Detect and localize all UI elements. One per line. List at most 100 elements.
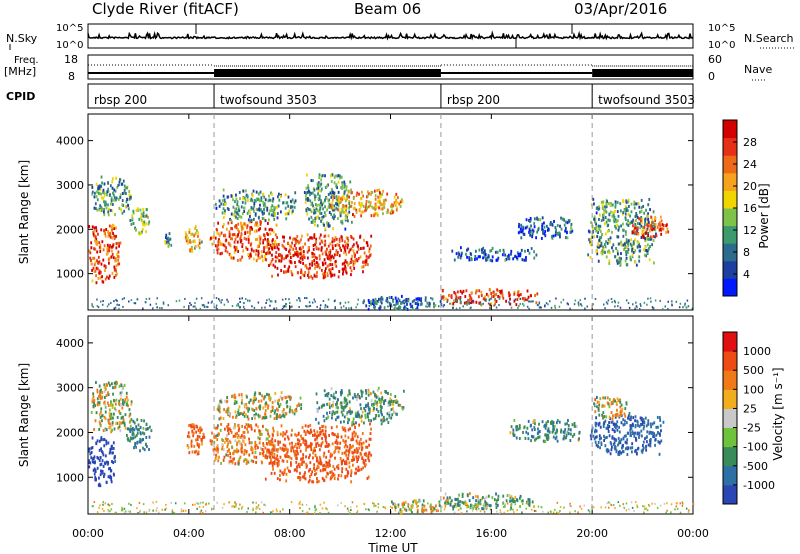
- data-pixel: [276, 414, 278, 418]
- data-pixel: [241, 398, 243, 402]
- data-pixel: [386, 208, 389, 212]
- data-pixel: [196, 434, 199, 438]
- data-pixel: [214, 202, 217, 206]
- data-pixel: [118, 402, 120, 406]
- data-pixel: [331, 273, 334, 277]
- data-pixel: [399, 305, 402, 308]
- data-pixel: [193, 424, 196, 428]
- data-pixel: [216, 438, 219, 442]
- data-pixel: [186, 434, 189, 438]
- data-pixel: [240, 215, 243, 219]
- power-ytick-label: 2000: [56, 223, 84, 236]
- data-pixel: [592, 303, 594, 306]
- data-pixel: [494, 250, 497, 254]
- data-pixel: [115, 398, 118, 402]
- data-pixel: [401, 407, 404, 411]
- data-pixel: [121, 390, 123, 394]
- data-pixel: [301, 425, 304, 429]
- data-pixel: [611, 301, 613, 304]
- data-pixel: [360, 448, 363, 452]
- data-pixel: [359, 255, 362, 259]
- data-pixel: [333, 473, 336, 477]
- data-pixel: [636, 226, 639, 230]
- data-pixel: [259, 433, 262, 437]
- data-pixel: [236, 247, 238, 251]
- data-pixel: [600, 200, 603, 204]
- data-pixel: [274, 213, 276, 217]
- data-pixel: [287, 437, 290, 441]
- data-pixel: [346, 215, 348, 219]
- data-pixel: [338, 243, 341, 247]
- data-pixel: [318, 257, 321, 261]
- data-pixel: [616, 261, 619, 265]
- data-pixel: [406, 307, 409, 311]
- data-pixel: [591, 428, 593, 432]
- data-pixel: [100, 436, 103, 440]
- data-pixel: [420, 299, 423, 303]
- data-pixel: [313, 467, 315, 471]
- data-pixel: [605, 448, 608, 452]
- data-pixel: [637, 446, 640, 450]
- data-pixel: [383, 198, 386, 202]
- data-pixel: [125, 403, 128, 407]
- data-pixel: [648, 237, 650, 241]
- data-pixel: [353, 206, 356, 210]
- data-pixel: [128, 414, 131, 418]
- data-pixel: [334, 441, 337, 445]
- data-pixel: [112, 441, 115, 445]
- data-pixel: [116, 415, 119, 419]
- data-pixel: [272, 246, 275, 250]
- data-pixel: [374, 399, 377, 403]
- data-pixel: [280, 257, 283, 261]
- data-pixel: [118, 425, 121, 429]
- data-pixel: [649, 444, 652, 448]
- data-pixel: [270, 259, 273, 263]
- data-pixel: [125, 433, 128, 437]
- data-pixel: [228, 427, 231, 431]
- data-pixel: [607, 299, 610, 302]
- data-pixel: [252, 401, 255, 405]
- data-pixel: [108, 247, 111, 251]
- data-pixel: [595, 443, 598, 447]
- data-pixel: [103, 444, 106, 448]
- data-pixel: [380, 411, 383, 415]
- data-pixel: [110, 476, 113, 480]
- data-pixel: [627, 200, 630, 204]
- data-pixel: [348, 418, 351, 422]
- data-pixel: [91, 436, 94, 440]
- data-pixel: [127, 207, 130, 211]
- data-pixel: [348, 210, 351, 214]
- data-pixel: [247, 417, 250, 421]
- data-pixel: [597, 259, 600, 263]
- data-pixel: [643, 248, 645, 252]
- data-pixel: [481, 248, 483, 252]
- data-pixel: [214, 458, 217, 462]
- data-pixel: [257, 253, 260, 257]
- data-pixel: [402, 302, 404, 305]
- data-pixel: [599, 244, 601, 248]
- data-pixel: [369, 437, 372, 441]
- data-pixel: [108, 412, 111, 416]
- data-pixel: [396, 307, 399, 311]
- data-pixel: [395, 208, 398, 212]
- data-pixel: [360, 190, 363, 194]
- data-pixel: [295, 250, 298, 254]
- data-pixel: [115, 298, 117, 301]
- data-pixel: [236, 211, 239, 215]
- data-pixel: [222, 416, 225, 420]
- data-pixel: [619, 259, 622, 263]
- data-pixel: [284, 206, 287, 210]
- data-pixel: [311, 191, 314, 195]
- data-pixel: [600, 250, 603, 254]
- data-pixel: [265, 402, 268, 406]
- data-pixel: [99, 249, 102, 253]
- data-pixel: [635, 301, 637, 304]
- data-pixel: [102, 475, 105, 479]
- data-pixel: [341, 182, 344, 186]
- data-pixel: [388, 400, 391, 404]
- data-pixel: [262, 415, 265, 419]
- data-pixel: [612, 243, 615, 247]
- data-pixel: [91, 446, 94, 450]
- data-pixel: [106, 251, 109, 255]
- data-pixel: [358, 203, 361, 207]
